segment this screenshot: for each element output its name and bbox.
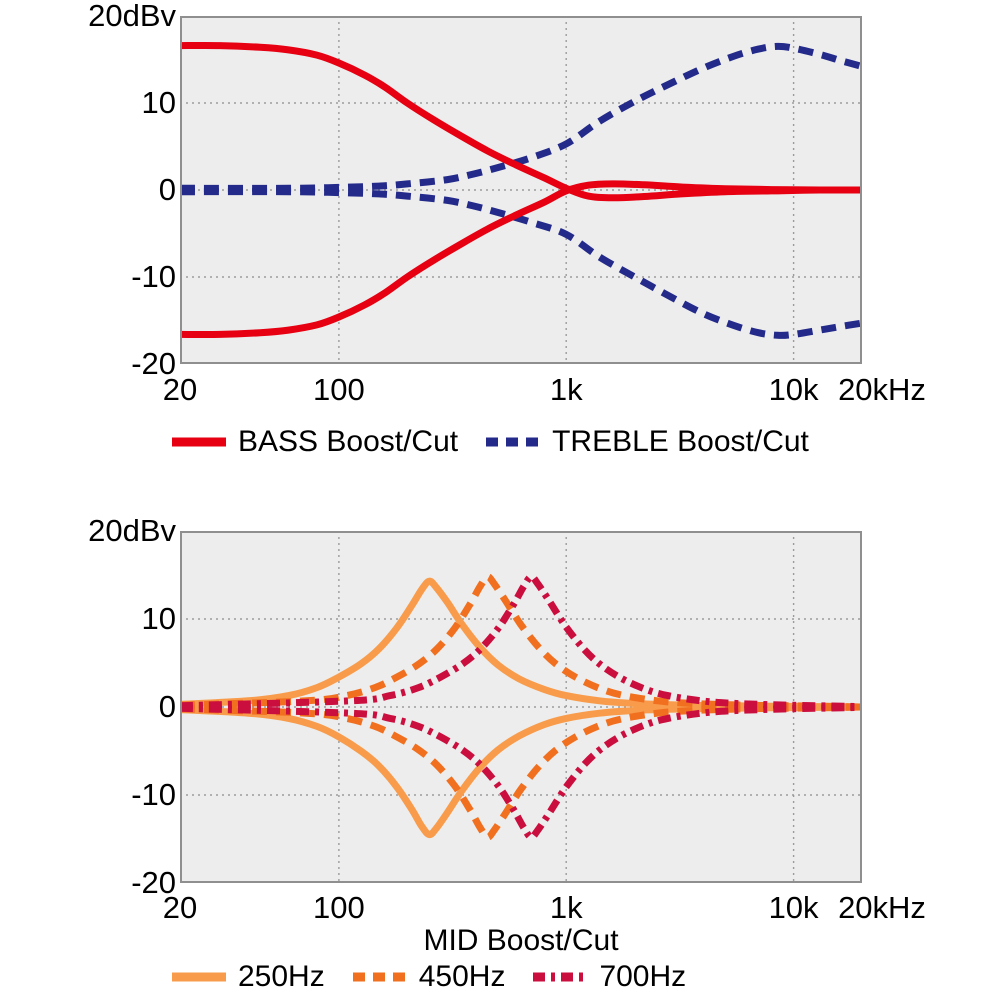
y-tick-label: -20 bbox=[131, 346, 176, 381]
y-tick-label: 10 bbox=[141, 601, 176, 636]
x-tick-label: 100 bbox=[313, 372, 365, 407]
legend-item-treble-boost-cut: TREBLE Boost/Cut bbox=[486, 425, 809, 459]
legend-swatch bbox=[352, 972, 407, 982]
legend-swatch bbox=[172, 437, 226, 447]
y-tick-label: 10 bbox=[141, 85, 176, 120]
legend-item-700hz: 700Hz bbox=[533, 960, 686, 994]
legend-label: BASS Boost/Cut bbox=[238, 425, 459, 458]
curve-mid-250-boost bbox=[180, 577, 862, 711]
x-tick-label: 20 bbox=[162, 372, 198, 407]
x-tick-label: 100 bbox=[313, 890, 365, 925]
legend-item-450hz: 450Hz bbox=[352, 960, 506, 994]
legend-item-250hz: 250Hz bbox=[172, 960, 325, 994]
y-tick-label: 20dBv bbox=[88, 513, 176, 548]
curve-mid-700-boost bbox=[180, 573, 862, 711]
y-tick-label: -20 bbox=[131, 865, 176, 900]
curve-treble-cut bbox=[180, 188, 862, 339]
plot-border bbox=[180, 531, 862, 883]
legend-swatch bbox=[172, 972, 226, 982]
curve-mid-450-boost bbox=[180, 573, 862, 711]
y-tick-label: -10 bbox=[131, 777, 176, 812]
curve-treble-boost bbox=[180, 42, 862, 192]
legend-label: TREBLE Boost/Cut bbox=[552, 425, 809, 458]
x-tick-label: 10k bbox=[768, 372, 819, 407]
legend-label: 450Hz bbox=[418, 960, 506, 993]
y-tick-label: 20dBv bbox=[88, 0, 176, 33]
plot-border bbox=[180, 16, 862, 364]
x-tick-label: 20 bbox=[162, 890, 198, 925]
x-tick-label: 10k bbox=[768, 890, 819, 925]
legend: 250Hz 450Hz 700Hz bbox=[172, 960, 686, 994]
x-axis-title: MID Boost/Cut bbox=[423, 924, 619, 957]
curve-bass-boost bbox=[180, 41, 862, 202]
plot-area bbox=[180, 16, 862, 364]
y-tick-label: 0 bbox=[158, 172, 176, 207]
legend: BASS Boost/Cut TREBLE Boost/Cut bbox=[172, 425, 809, 459]
curve-mid-250-cut bbox=[180, 703, 862, 839]
legend-swatch bbox=[533, 972, 588, 982]
plot-area bbox=[180, 531, 862, 883]
y-tick-label: -10 bbox=[131, 259, 176, 294]
y-tick-label: 0 bbox=[158, 689, 176, 724]
legend-swatch bbox=[486, 437, 541, 447]
curve-bass-cut bbox=[180, 180, 862, 339]
x-tick-label: 20kHz bbox=[838, 372, 926, 407]
x-tick-label: 20kHz bbox=[838, 890, 926, 925]
x-tick-label: 1k bbox=[549, 372, 583, 407]
curve-mid-450-cut bbox=[180, 703, 862, 841]
x-tick-label: 1k bbox=[549, 890, 583, 925]
legend-label: 700Hz bbox=[599, 960, 687, 993]
legend-label: 250Hz bbox=[238, 960, 325, 993]
legend-item-bass-boost-cut: BASS Boost/Cut bbox=[172, 425, 458, 459]
curve-mid-700-cut bbox=[180, 703, 862, 841]
